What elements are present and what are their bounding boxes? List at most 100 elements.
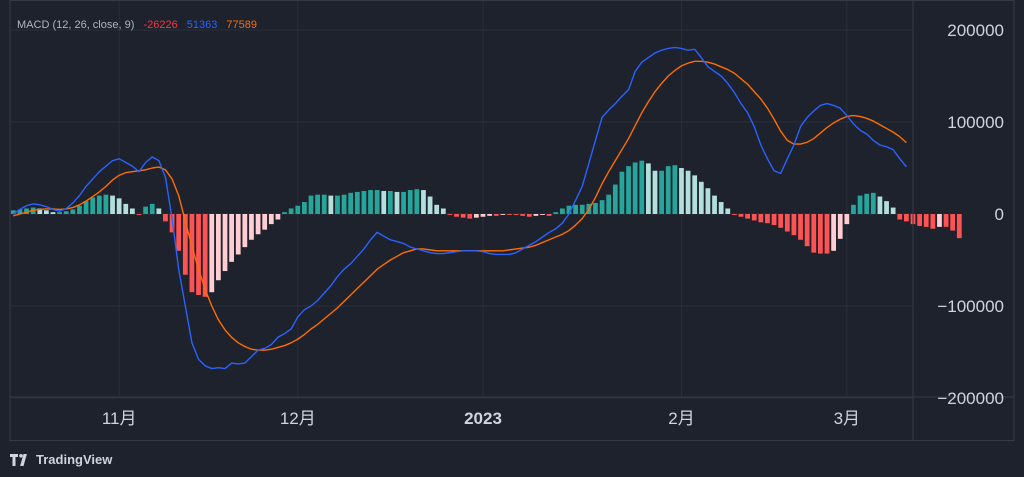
histogram-bar bbox=[308, 195, 314, 214]
y-tick-label: 200000 bbox=[947, 21, 1004, 40]
histogram-bars bbox=[10, 160, 962, 297]
histogram-bar bbox=[447, 214, 453, 215]
histogram-bar bbox=[57, 212, 62, 214]
histogram-bar bbox=[917, 214, 922, 226]
histogram-bar bbox=[698, 181, 704, 214]
histogram-bar bbox=[321, 194, 327, 214]
histogram-bar bbox=[798, 214, 803, 240]
histogram-bar bbox=[149, 203, 155, 214]
histogram-bar bbox=[818, 214, 823, 254]
tradingview-branding[interactable]: TradingView bbox=[10, 452, 112, 467]
histogram-bar bbox=[765, 214, 770, 224]
histogram-bar bbox=[37, 208, 43, 214]
histogram-bar bbox=[619, 171, 625, 214]
histogram-bar bbox=[83, 201, 89, 214]
histogram-bar bbox=[540, 214, 545, 215]
histogram-bar bbox=[116, 198, 122, 214]
histogram-bar bbox=[315, 194, 320, 214]
histogram-bar bbox=[685, 170, 691, 214]
histogram-bar bbox=[705, 188, 711, 214]
y-tick-label: 100000 bbox=[947, 113, 1004, 132]
histogram-bar bbox=[950, 214, 956, 231]
x-tick-label: 11月 bbox=[102, 409, 137, 428]
histogram-bar bbox=[778, 214, 784, 228]
histogram-bar bbox=[348, 192, 354, 214]
legend-histogram-value: -26226 bbox=[143, 19, 178, 31]
histogram-bar bbox=[732, 214, 737, 215]
histogram-bar bbox=[579, 204, 585, 214]
histogram-bar bbox=[196, 214, 201, 295]
histogram-bar bbox=[421, 190, 426, 214]
histogram-bar bbox=[268, 214, 274, 225]
histogram-bar bbox=[526, 214, 532, 217]
pane-border bbox=[9, 0, 1015, 441]
histogram-bar bbox=[110, 195, 115, 214]
histogram-bar bbox=[434, 204, 440, 214]
histogram-bar bbox=[123, 203, 129, 214]
histogram-bar bbox=[771, 214, 777, 226]
histogram-bar bbox=[712, 195, 717, 214]
histogram-bar bbox=[864, 193, 870, 214]
histogram-bar bbox=[632, 162, 638, 214]
histogram-bar bbox=[335, 195, 340, 214]
histogram-bar bbox=[718, 202, 724, 214]
histogram-bar bbox=[262, 214, 268, 230]
indicator-legend[interactable]: MACD (12, 26, close, 9) -26226 51363 775… bbox=[17, 19, 263, 31]
histogram-bar bbox=[302, 202, 307, 214]
histogram-bar bbox=[209, 214, 215, 293]
histogram-bar bbox=[242, 214, 248, 248]
histogram-bar bbox=[692, 175, 698, 214]
histogram-bar bbox=[612, 184, 618, 214]
histogram-bar bbox=[63, 211, 69, 214]
histogram-bar bbox=[566, 205, 572, 214]
histogram-bar bbox=[454, 214, 459, 217]
histogram-bar bbox=[831, 214, 836, 251]
legend-title: MACD (12, 26, close, 9) bbox=[17, 19, 135, 31]
histogram-bar bbox=[156, 208, 162, 214]
histogram-bar bbox=[943, 214, 949, 227]
histogram-bar bbox=[665, 166, 671, 214]
histogram-bar bbox=[626, 166, 631, 214]
histogram-bar bbox=[606, 194, 612, 214]
histogram-bar bbox=[507, 214, 512, 215]
histogram-bar bbox=[904, 214, 909, 222]
legend-macd-value: 51363 bbox=[186, 19, 218, 31]
histogram-bar bbox=[10, 210, 16, 214]
histogram-bar bbox=[593, 202, 598, 214]
histogram-bar bbox=[341, 194, 347, 214]
histogram-bar bbox=[50, 212, 56, 214]
histogram-bar bbox=[956, 214, 962, 239]
histogram-bar bbox=[255, 214, 261, 235]
histogram-bar bbox=[923, 214, 929, 227]
branding-label: TradingView bbox=[36, 452, 113, 467]
histogram-bar bbox=[216, 214, 221, 281]
histogram-bar bbox=[295, 205, 301, 214]
histogram-bar bbox=[189, 214, 195, 293]
histogram-bar bbox=[235, 214, 241, 255]
x-tick-label: 3月 bbox=[834, 409, 860, 428]
histogram-bar bbox=[17, 209, 23, 214]
histogram-bar bbox=[163, 214, 168, 222]
histogram-bar bbox=[249, 214, 254, 240]
histogram-bar bbox=[646, 163, 651, 214]
histogram-bar bbox=[414, 189, 420, 214]
x-tick-label: 2月 bbox=[668, 409, 694, 428]
histogram-bar bbox=[487, 214, 492, 216]
histogram-bar bbox=[679, 168, 684, 214]
x-tick-label: 2023 bbox=[464, 409, 502, 428]
histogram-bar bbox=[784, 214, 790, 232]
histogram-bar bbox=[553, 212, 559, 214]
histogram-bar bbox=[460, 214, 466, 218]
histogram-bar bbox=[672, 165, 678, 214]
histogram-bar bbox=[44, 210, 49, 214]
histogram-bar bbox=[791, 214, 797, 236]
histogram-bar bbox=[758, 214, 764, 223]
histogram-bar bbox=[182, 214, 188, 275]
histogram-bar bbox=[202, 214, 208, 297]
histogram-bar bbox=[851, 204, 856, 214]
histogram-bar bbox=[381, 191, 387, 214]
histogram-bar bbox=[870, 192, 876, 214]
histogram-bar bbox=[354, 191, 360, 214]
